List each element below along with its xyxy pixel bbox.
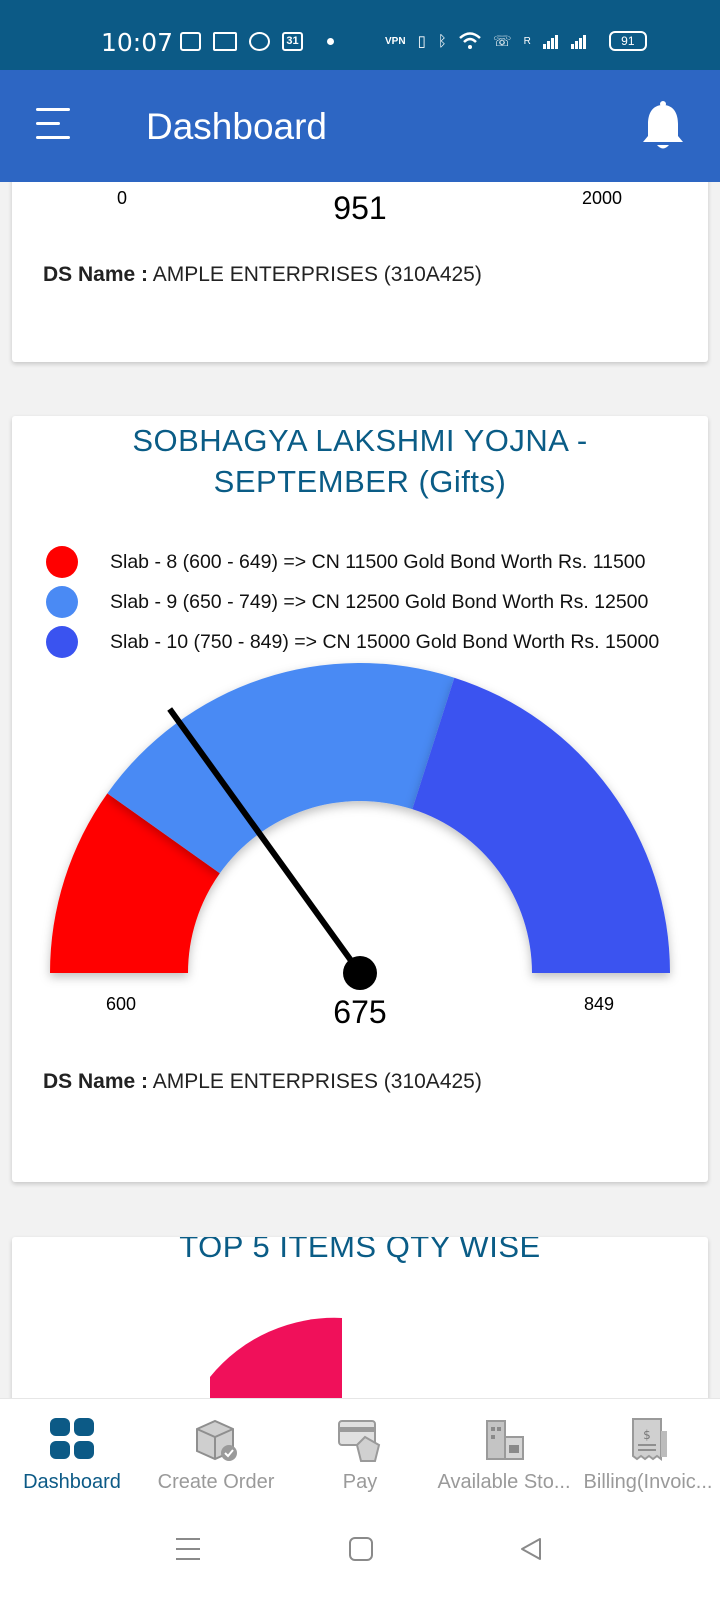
signal-1-icon [542, 35, 558, 49]
nav-label: Billing(Invoic... [583, 1471, 713, 1493]
app-bar: Dashboard [0, 70, 720, 182]
gauge-value-label: 951 [333, 190, 387, 226]
pay-icon [338, 1420, 381, 1462]
ds-name-line: DS Name : AMPLE ENTERPRISES (310A425) [43, 263, 482, 287]
bluetooth-icon: ᛒ [437, 32, 447, 50]
vpn-icon: VPN [385, 35, 406, 47]
legend-label: Slab - 8 (600 - 649) => CN 11500 Gold Bo… [110, 550, 646, 573]
calendar-icon: 31 [282, 32, 303, 51]
bottom-nav: Dashboard Create Order Pay [0, 1398, 720, 1508]
notification-dot-icon [327, 38, 334, 45]
warehouse-icon [486, 1420, 524, 1460]
gauge-chart [50, 663, 670, 990]
nav-billing[interactable]: $ Billing(Invoic... [576, 1399, 720, 1509]
vibrate-icon: ▯ [417, 33, 426, 50]
nav-label: Pay [342, 1471, 378, 1493]
legend-label: Slab - 9 (650 - 749) => CN 12500 Gold Bo… [110, 590, 649, 613]
nav-label: Available Sto... [437, 1471, 571, 1493]
ds-name-label: DS Name : [43, 263, 149, 286]
gauge-max-label: 849 [584, 994, 615, 1014]
card-title-line2: SEPTEMBER (Gifts) [213, 464, 507, 499]
gauge-segment-3 [412, 677, 670, 973]
gauge-needle-hub [343, 956, 377, 990]
battery-icon: 91 [608, 31, 647, 51]
gauge-min-label: 600 [106, 994, 137, 1014]
news-icon [180, 32, 201, 51]
nav-dashboard[interactable]: Dashboard [0, 1399, 144, 1509]
signal-2-icon [570, 35, 586, 49]
back-icon[interactable] [518, 1536, 544, 1562]
gauge-segment-1 [50, 793, 220, 973]
gauge-card-sobhagya: SOBHAGYA LAKSHMI YOJNA - SEPTEMBER (Gift… [12, 416, 708, 1182]
app-notification-icon [249, 32, 270, 51]
nav-label: Create Order [157, 1471, 275, 1493]
page-title: Dashboard [146, 106, 328, 147]
gauge-min-label: 0 [117, 188, 128, 208]
signal-roaming-label: R [523, 35, 531, 47]
legend-label: Slab - 10 (750 - 849) => CN 15000 Gold B… [110, 630, 660, 653]
ds-name-line: DS Name : AMPLE ENTERPRISES (310A425) [43, 1070, 482, 1094]
ds-name-value: AMPLE ENTERPRISES (310A425) [152, 263, 482, 286]
home-icon[interactable] [348, 1536, 374, 1562]
gauge-needle [167, 707, 363, 975]
notifications-bell-icon[interactable] [640, 100, 686, 152]
status-bar: 10:07 31 VPN ▯ ᛒ ☏ R 91 [0, 0, 720, 70]
legend-dot-slab-9 [46, 586, 78, 618]
card-title: TOP 5 ITEMS QTY WISE [179, 1237, 541, 1264]
gauge-card-previous: 0 951 2000 DS Name : AMPLE ENTERPRISES (… [12, 150, 708, 362]
gauge-max-label: 2000 [582, 188, 623, 208]
create-order-icon [196, 1419, 237, 1461]
wifi-icon [459, 32, 481, 49]
ds-name-value: AMPLE ENTERPRISES (310A425) [152, 1070, 482, 1093]
nav-available-stock[interactable]: Available Sto... [432, 1399, 576, 1509]
legend-item: Slab - 10 (750 - 849) => CN 15000 Gold B… [46, 622, 659, 662]
sim-icon [213, 32, 237, 51]
dashboard-icon [50, 1418, 94, 1459]
system-nav-bar [0, 1508, 720, 1600]
legend: Slab - 8 (600 - 649) => CN 11500 Gold Bo… [46, 542, 659, 662]
status-time: 10:07 [101, 28, 174, 57]
gauge-segment-2 [107, 663, 455, 874]
nav-pay[interactable]: Pay [288, 1399, 432, 1509]
nav-label: Dashboard [23, 1471, 121, 1493]
card-title-line1: SOBHAGYA LAKSHMI YOJNA - [132, 423, 588, 458]
svg-text:$: $ [643, 1428, 651, 1442]
legend-item: Slab - 9 (650 - 749) => CN 12500 Gold Bo… [46, 582, 659, 622]
legend-item: Slab - 8 (600 - 649) => CN 11500 Gold Bo… [46, 542, 659, 582]
legend-dot-slab-10 [46, 626, 78, 658]
wifi-call-icon: ☏ [492, 33, 512, 50]
invoice-icon: $ [632, 1418, 667, 1461]
recent-apps-icon[interactable] [174, 1536, 202, 1562]
gauge-value-label: 675 [333, 994, 387, 1030]
menu-icon[interactable] [36, 106, 76, 142]
nav-create-order[interactable]: Create Order [144, 1399, 288, 1509]
ds-name-label: DS Name : [43, 1070, 149, 1093]
legend-dot-slab-8 [46, 546, 78, 578]
